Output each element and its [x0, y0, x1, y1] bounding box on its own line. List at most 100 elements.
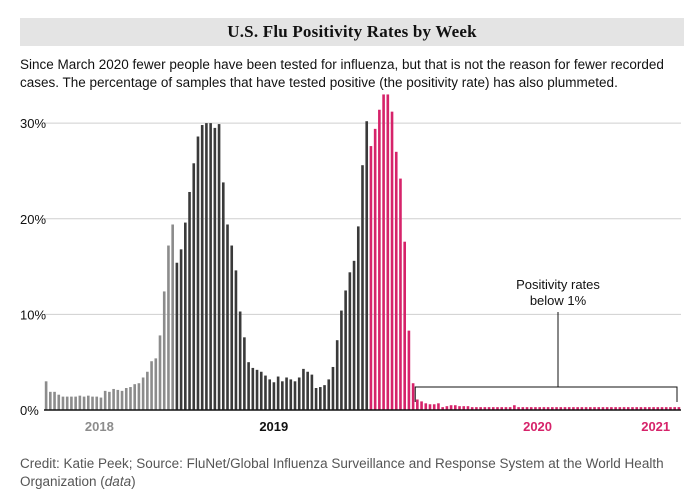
bar-2018 — [167, 245, 170, 410]
bar-2019 — [196, 136, 200, 410]
bar-2018 — [124, 388, 128, 410]
bar-2019 — [217, 124, 221, 411]
bar-2019 — [234, 270, 238, 410]
y-tick-label: 20% — [20, 212, 46, 227]
bar-2019 — [352, 260, 356, 410]
y-tick-label: 30% — [20, 116, 46, 131]
bar-2020 — [584, 407, 588, 410]
bar-2020 — [631, 407, 634, 410]
bar-2020 — [517, 407, 520, 410]
bar-2020 — [576, 407, 579, 410]
bar-2019 — [268, 379, 271, 410]
bar-2018 — [86, 395, 90, 410]
credit-line: Credit: Katie Peek; Source: FluNet/Globa… — [20, 455, 680, 491]
bar-2020 — [555, 407, 558, 410]
bar-2020 — [462, 406, 466, 410]
bar-2019 — [247, 362, 250, 410]
bar-2020 — [567, 407, 571, 410]
bar-2019 — [192, 163, 196, 410]
bar-2020 — [618, 407, 622, 410]
bar-2020 — [496, 407, 499, 410]
bar-2018 — [116, 389, 120, 410]
bar-2018 — [154, 358, 158, 410]
bar-2018 — [61, 396, 65, 410]
bar-2020 — [479, 407, 482, 410]
bar-2020 — [424, 403, 428, 410]
bar-2019 — [289, 379, 293, 410]
bar-2020 — [559, 407, 563, 410]
bar-2020 — [525, 407, 529, 410]
bar-2020 — [614, 407, 617, 410]
bar-2018 — [65, 396, 69, 410]
bar-2018 — [57, 394, 61, 410]
bar-2019 — [188, 191, 191, 410]
bar-2020 — [601, 407, 605, 410]
bar-2020 — [597, 407, 601, 410]
bar-2019 — [226, 224, 229, 410]
bar-2020 — [458, 406, 461, 410]
bar-2018 — [133, 384, 137, 410]
bar-2020 — [551, 407, 554, 410]
bar-2020 — [432, 404, 436, 410]
bar-2020 — [626, 407, 630, 410]
bar-2020 — [411, 383, 415, 410]
bar-2019 — [179, 249, 183, 410]
bar-2018 — [171, 224, 174, 410]
bar-2020 — [428, 404, 432, 410]
bar-2020 — [622, 407, 626, 410]
bar-2019 — [310, 374, 314, 410]
bar-2019 — [230, 245, 234, 410]
bar-2020 — [610, 407, 613, 410]
bar-2018 — [158, 335, 162, 410]
bar-2020 — [483, 407, 487, 410]
bar-2020 — [563, 407, 567, 410]
bar-2018 — [162, 291, 166, 410]
bar-2020 — [669, 407, 672, 410]
annotation-text-line2: below 1% — [530, 293, 587, 308]
bar-2020 — [475, 407, 478, 410]
bar-2020 — [386, 94, 390, 410]
bar-2019 — [238, 311, 242, 410]
bar-2019 — [340, 310, 343, 410]
chart-subtitle: Since March 2020 fewer people have been … — [20, 57, 664, 90]
bar-2019 — [259, 371, 263, 410]
bar-2020 — [470, 407, 474, 410]
x-tick-label: 2021 — [641, 419, 670, 434]
bar-2020 — [580, 407, 584, 410]
bar-2020 — [441, 407, 444, 410]
bar-2020 — [546, 407, 550, 410]
bar-2020 — [660, 407, 664, 410]
bar-2020 — [572, 407, 575, 410]
bar-2019 — [335, 340, 339, 410]
bar-2019 — [297, 377, 301, 410]
bar-2019 — [302, 368, 305, 410]
flu-positivity-chart: 0% 10% 20% 30% 2018 2019 2020 2021 Positivity ra… — [20, 94, 681, 434]
bar-2019 — [327, 379, 331, 410]
bar-2020 — [394, 151, 398, 410]
bar-2019 — [205, 123, 208, 410]
bar-2020 — [504, 407, 508, 410]
bar-2018 — [70, 396, 73, 410]
bar-2019 — [221, 182, 225, 410]
bar-2018 — [150, 361, 153, 410]
x-tick-label: 2018 — [85, 419, 114, 434]
bar-2019 — [356, 226, 360, 410]
bar-2020 — [449, 405, 453, 410]
bar-2019 — [264, 375, 267, 410]
bar-2019 — [272, 382, 276, 410]
bar-2020 — [605, 407, 609, 410]
bar-2020 — [382, 94, 385, 410]
bar-2019 — [365, 121, 369, 411]
bar-2019 — [314, 388, 318, 410]
bar-2020 — [500, 407, 504, 410]
bar-2020 — [635, 407, 639, 410]
bar-2019 — [285, 377, 288, 410]
bar-2020 — [538, 407, 541, 410]
bar-2020 — [656, 407, 660, 410]
bar-2018 — [44, 381, 48, 410]
bar-2020 — [454, 405, 457, 410]
data-link[interactable]: data — [104, 474, 132, 489]
bar-2020 — [369, 146, 373, 410]
bar-2020 — [445, 406, 449, 410]
bar-2018 — [120, 390, 124, 410]
